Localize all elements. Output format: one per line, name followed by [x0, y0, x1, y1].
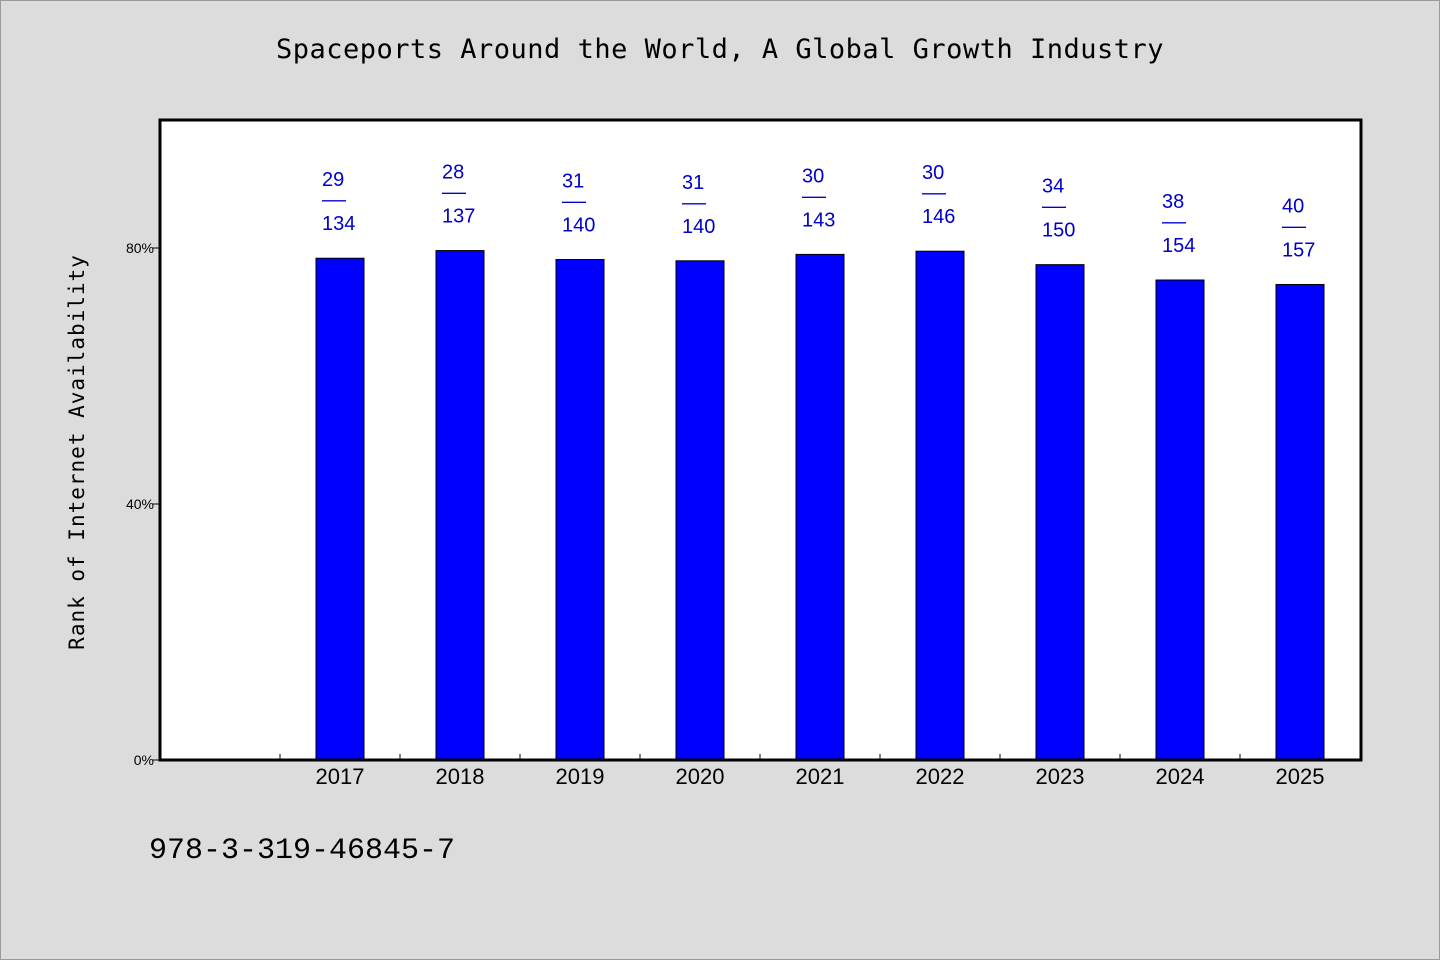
category-labels-group: 2017 2018 2019 2020 2021 2022 2023 2024 2025	[316, 764, 1325, 789]
x-category-label: 2024	[1156, 764, 1205, 789]
x-category-label: 2020	[676, 764, 725, 789]
bar-2021	[795, 253, 845, 761]
data-label-numerator: 34	[1042, 176, 1064, 198]
plot-border	[158, 118, 1363, 762]
data-label-numerator: 30	[922, 162, 944, 184]
x-category-label: 2018	[436, 764, 485, 789]
data-label-numerator: 40	[1282, 195, 1304, 217]
bar-2020	[675, 260, 725, 761]
bar-2025	[1275, 283, 1325, 761]
bar-2018	[435, 250, 485, 761]
y-axis-ticks: 0% 40% 80%	[126, 240, 160, 768]
bar-2024	[1155, 279, 1205, 761]
data-label-numerator: 31	[562, 171, 584, 193]
data-label-denominator: 134	[322, 213, 355, 235]
bar-2019	[555, 259, 605, 761]
data-label-denominator: 150	[1042, 220, 1075, 242]
data-label-denominator: 146	[922, 206, 955, 228]
data-labels-group: 29——13428——13731——14031——14030——14330——1…	[322, 162, 1315, 262]
data-label-separator: ——	[562, 191, 586, 213]
data-label-denominator: 157	[1282, 239, 1315, 261]
data-label-separator: ——	[1042, 196, 1066, 218]
data-label-denominator: 140	[682, 216, 715, 238]
data-label-denominator: 143	[802, 209, 835, 231]
x-category-label: 2023	[1036, 764, 1085, 789]
bar-2017	[315, 257, 365, 761]
x-category-label: 2019	[556, 764, 605, 789]
data-label-denominator: 140	[562, 215, 595, 237]
x-category-label: 2017	[316, 764, 365, 789]
data-label-denominator: 154	[1162, 235, 1195, 257]
data-label-denominator: 137	[442, 206, 475, 228]
bar-2023	[1035, 264, 1085, 761]
isbn-text: 978-3-319-46845-7	[149, 834, 456, 868]
data-label-numerator: 38	[1162, 191, 1184, 213]
data-label-separator: ——	[1282, 215, 1306, 237]
y-tick-label: 80%	[126, 240, 154, 256]
data-label-numerator: 30	[802, 165, 824, 187]
bars-group	[315, 250, 1325, 761]
data-label-numerator: 31	[682, 172, 704, 194]
data-label-separator: ——	[322, 189, 346, 211]
data-label-separator: ——	[1162, 211, 1186, 233]
chart-title: Spaceports Around the World, A Global Gr…	[275, 34, 1165, 65]
x-category-label: 2025	[1276, 764, 1325, 789]
data-label-numerator: 29	[322, 169, 344, 191]
x-category-label: 2021	[796, 764, 845, 789]
data-label-separator: ——	[802, 185, 826, 207]
data-label-separator: ——	[922, 182, 946, 204]
bar-2022	[915, 250, 965, 761]
y-tick-label: 40%	[126, 496, 154, 512]
data-label-separator: ——	[682, 192, 706, 214]
x-category-label: 2022	[916, 764, 965, 789]
data-label-numerator: 28	[442, 162, 464, 184]
data-label-separator: ——	[442, 182, 466, 204]
y-tick-label: 0%	[134, 752, 154, 768]
